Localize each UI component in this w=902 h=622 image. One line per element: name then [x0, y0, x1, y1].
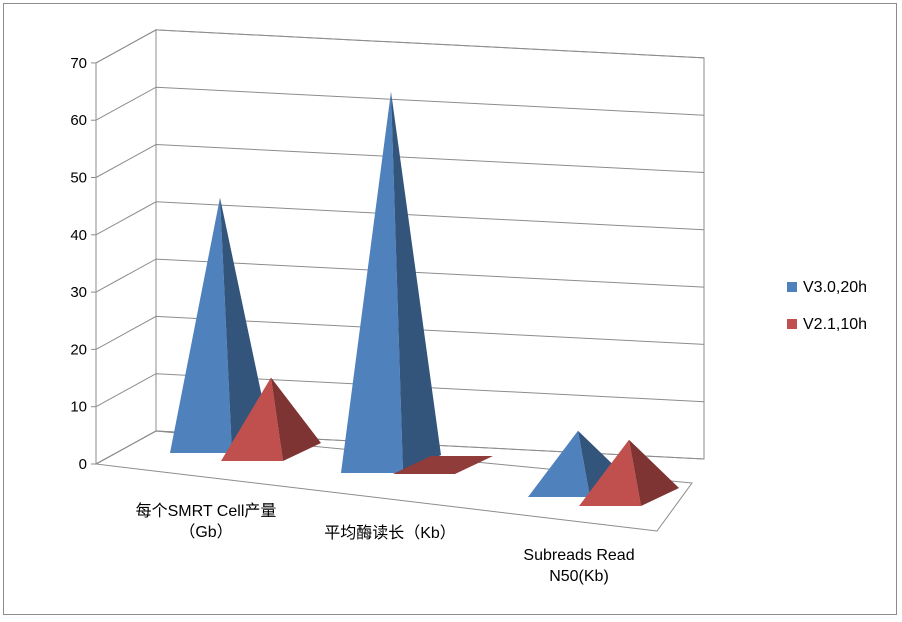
legend-item: V2.1,10h: [787, 316, 867, 333]
y-tick-label: 20: [70, 341, 87, 358]
pyramid-front-face: [341, 91, 403, 473]
pyramid-1-1: [393, 456, 493, 474]
gridline: [95, 86, 705, 121]
gridline: [95, 201, 705, 236]
pyramid-side-face: [391, 91, 441, 473]
gridline: [95, 143, 705, 178]
x-axis-label: Subreads Read N50(Kb): [523, 547, 634, 585]
legend-label: V3.0,20h: [803, 279, 867, 296]
legend-item: V3.0,20h: [787, 279, 867, 296]
pyramid-side-face: [629, 439, 679, 506]
gridline: [95, 315, 705, 350]
x-axis-label: 每个SMRT Cell产量（Gb）: [136, 502, 277, 541]
legend-swatch: [787, 282, 797, 292]
legend: V3.0,20h V2.1,10h: [787, 279, 867, 333]
legend-label: V2.1,10h: [803, 316, 867, 333]
pyramid-front-face: [528, 430, 590, 497]
gridline: [95, 258, 705, 293]
pyramid-chart: 0 10 20 30 40 50 60 70 每个SMRT Cell产量（Gb） 平均酶读长（K…: [70, 29, 867, 585]
pyramid-front-face: [579, 439, 641, 506]
x-axis-label: 平均酶读长（Kb）: [324, 524, 456, 542]
y-tick-label: 10: [70, 399, 87, 416]
y-tick-label: 0: [79, 456, 87, 473]
pyramid-front-face: [221, 377, 283, 461]
pyramid-1-0: [341, 91, 441, 473]
gridlines: [95, 29, 705, 465]
gridline: [95, 373, 705, 408]
pyramid-marks: [170, 91, 679, 506]
pyramid-2-1: [579, 439, 679, 506]
pyramid-0-1: [221, 377, 321, 461]
y-tick-label: 50: [70, 170, 87, 187]
x-axis-labels: 每个SMRT Cell产量（Gb） 平均酶读长（Kb） Subreads Read N…: [136, 502, 635, 585]
y-tick-label: 70: [70, 55, 87, 72]
pyramid-side-face: [271, 377, 321, 461]
y-axis-ticks: 0 10 20 30 40 50 60 70: [70, 55, 96, 473]
pyramid-front-face: [170, 197, 232, 453]
legend-swatch: [787, 319, 797, 329]
pyramid-side-face: [220, 197, 270, 453]
gridline: [95, 430, 705, 465]
y-tick-label: 30: [70, 284, 87, 301]
chart-frame: 0 10 20 30 40 50 60 70 每个SMRT Cell产量（Gb） 平均酶读长（K…: [3, 3, 897, 615]
y-tick-label: 40: [70, 227, 87, 244]
side-wall: [95, 29, 157, 465]
pyramid-0-0: [170, 197, 270, 453]
y-tick-label: 60: [70, 112, 87, 129]
gridline: [95, 29, 705, 64]
